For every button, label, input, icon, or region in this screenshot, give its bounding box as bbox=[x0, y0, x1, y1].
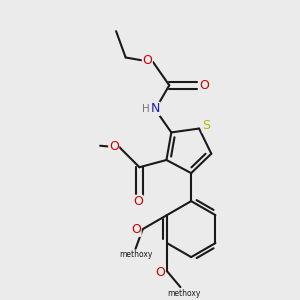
Text: N: N bbox=[151, 102, 160, 115]
Text: O: O bbox=[155, 266, 165, 279]
Text: O: O bbox=[142, 54, 152, 67]
Text: methoxy: methoxy bbox=[119, 250, 152, 259]
Text: O: O bbox=[109, 140, 119, 153]
Text: O: O bbox=[200, 79, 209, 92]
Text: S: S bbox=[202, 119, 210, 132]
Text: O: O bbox=[131, 223, 141, 236]
Text: O: O bbox=[133, 195, 143, 208]
Text: H: H bbox=[142, 103, 149, 113]
Text: methoxy: methoxy bbox=[167, 289, 200, 298]
